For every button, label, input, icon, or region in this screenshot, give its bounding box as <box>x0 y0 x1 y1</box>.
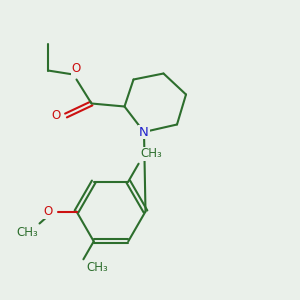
Text: CH₃: CH₃ <box>86 261 108 274</box>
Text: O: O <box>51 109 61 122</box>
Text: N: N <box>139 125 149 139</box>
Text: O: O <box>72 62 81 75</box>
Text: O: O <box>44 205 53 218</box>
Text: CH₃: CH₃ <box>16 226 38 239</box>
Text: CH₃: CH₃ <box>140 147 162 160</box>
